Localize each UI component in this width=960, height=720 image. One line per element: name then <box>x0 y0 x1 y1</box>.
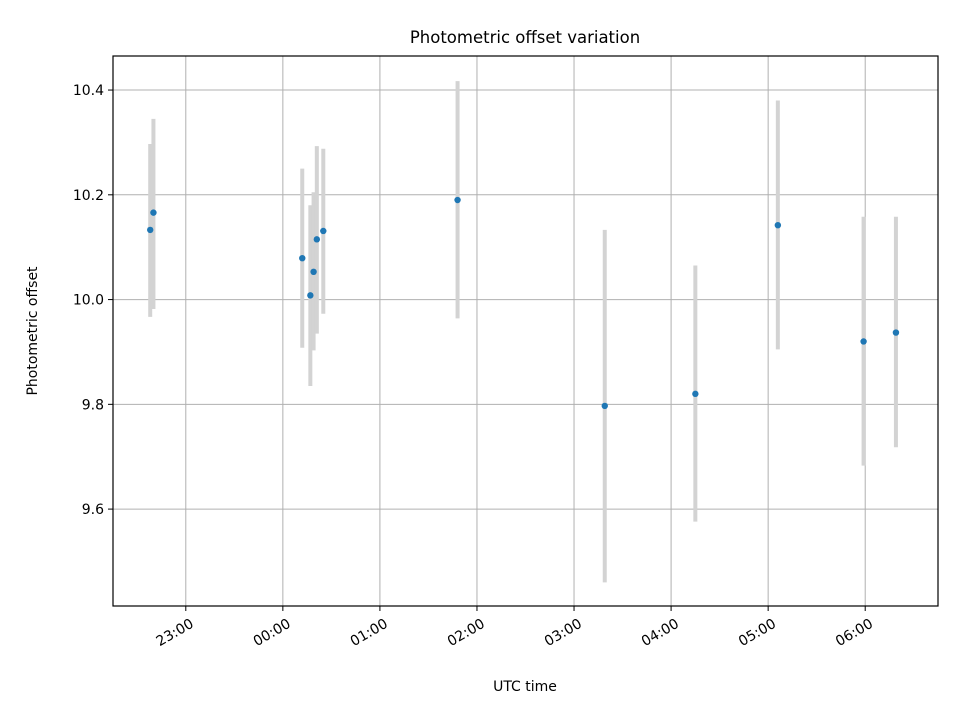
data-point <box>692 390 699 398</box>
data-point <box>320 227 327 235</box>
errorbar-layer <box>148 81 898 583</box>
x-tick-label: 02:00 <box>445 616 488 650</box>
y-tick-label: 10.4 <box>73 83 104 99</box>
y-axis-label: Photometric offset <box>25 266 41 396</box>
data-point <box>860 338 867 345</box>
chart-title: Photometric offset variation <box>410 28 640 47</box>
x-tick-label: 04:00 <box>639 616 682 650</box>
data-point <box>299 254 306 262</box>
data-point <box>310 268 317 276</box>
y-tick-label: 10.2 <box>73 188 104 204</box>
data-point <box>774 221 782 229</box>
x-tick-label: 03:00 <box>542 616 585 650</box>
x-axis-ticks: 23:00 00:00 01:00 02:00 03:00 04:00 05:00 06:00 <box>154 606 876 650</box>
data-point <box>147 226 154 234</box>
y-tick-label: 10.0 <box>73 293 104 309</box>
plot-frame <box>112 55 939 607</box>
y-axis-ticks: 9.6 9.8 10.0 10.2 10.4 <box>73 83 113 518</box>
y-tick-label: 9.8 <box>82 397 104 413</box>
x-tick-label: 01:00 <box>348 616 391 650</box>
x-tick-label: 00:00 <box>251 616 294 650</box>
data-point <box>150 209 157 216</box>
x-tick-label: 06:00 <box>833 616 876 650</box>
data-point <box>313 236 321 243</box>
x-tick-label: 05:00 <box>736 616 779 650</box>
data-point <box>454 196 461 204</box>
y-tick-label: 9.6 <box>82 502 104 518</box>
grid-layer <box>113 56 938 606</box>
data-point <box>892 329 900 336</box>
data-point <box>307 292 314 299</box>
x-axis-label: UTC time <box>493 679 557 695</box>
data-point <box>601 402 608 410</box>
point-layer <box>147 196 900 410</box>
x-tick-label: 23:00 <box>154 616 197 650</box>
